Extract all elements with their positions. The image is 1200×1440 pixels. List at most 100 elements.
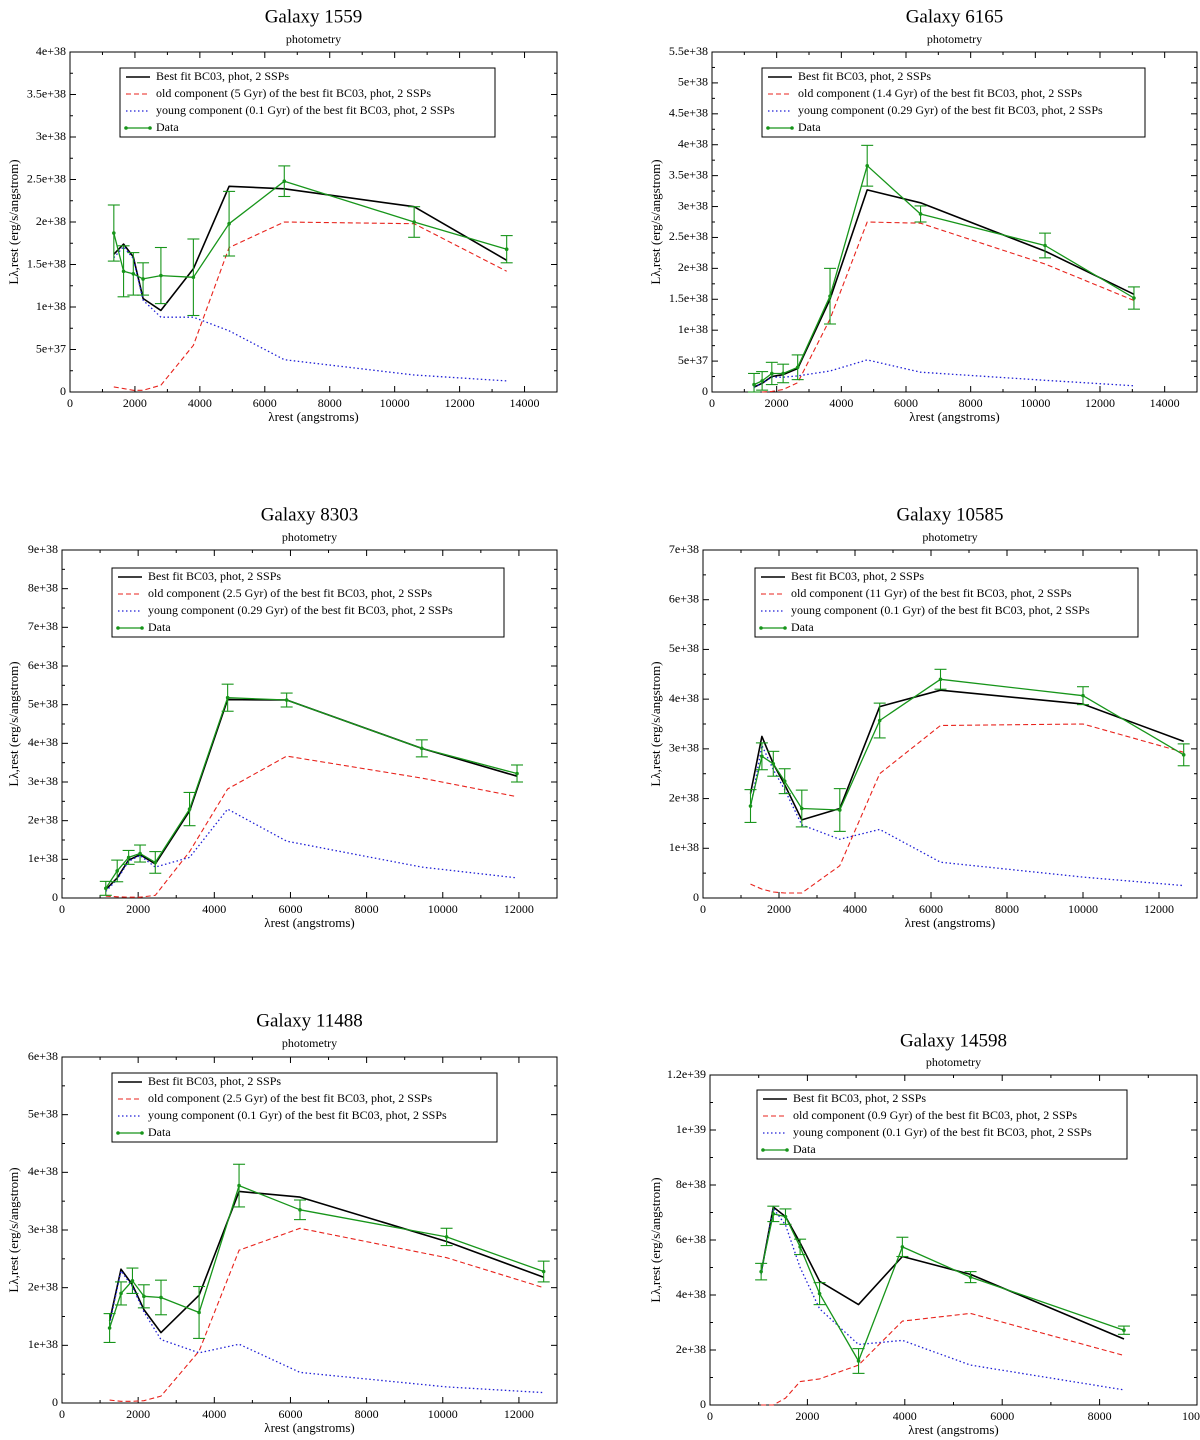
x-tick-label: 0 xyxy=(67,396,73,410)
data-point xyxy=(107,1326,112,1330)
legend-label-data: Data xyxy=(798,120,821,134)
series-old-line xyxy=(105,755,518,898)
series-best-line xyxy=(749,689,1184,821)
legend-box xyxy=(761,67,1146,138)
y-tick-label: 5e+38 xyxy=(678,75,708,89)
x-tick-label: 8000 xyxy=(995,902,1019,916)
x-tick-label: 10000 xyxy=(428,1407,458,1421)
y-tick-label: 1e+38 xyxy=(28,851,58,865)
data-point xyxy=(191,275,196,280)
legend: Best fit BC03, phot, 2 SSPs old component… xyxy=(111,1072,498,1143)
data-point xyxy=(760,379,764,383)
data-point xyxy=(121,269,126,274)
data-point xyxy=(197,1310,201,1315)
chart-panel-3: Galaxy 8303 photometry 0 2000 4000 6000 8000 10… xyxy=(6,504,558,930)
series-data-line xyxy=(749,678,1185,811)
series-best-line xyxy=(113,185,508,312)
legend-box xyxy=(756,1089,1128,1160)
y-tick-label: 1.5e+38 xyxy=(27,256,66,270)
series-best-line xyxy=(105,698,518,891)
data-point xyxy=(115,869,120,873)
data-point xyxy=(412,220,416,224)
x-axis-label: λrest (angstroms) xyxy=(268,409,358,424)
data-point xyxy=(420,746,424,751)
y-tick-label: 9e+38 xyxy=(28,542,58,556)
chart-title: Galaxy 11488 xyxy=(256,1010,362,1031)
x-tick-label: 6000 xyxy=(919,902,943,916)
y-tick-label: 1e+38 xyxy=(36,299,66,313)
data-point xyxy=(225,695,230,700)
y-tick-label: 5e+37 xyxy=(678,353,708,367)
data-point xyxy=(800,806,804,811)
series-young-line xyxy=(113,246,507,382)
x-tick-label: 6000 xyxy=(253,396,277,410)
x-tick-label: 14000 xyxy=(510,396,540,410)
series-young-line xyxy=(753,359,1135,388)
series-young-line xyxy=(749,744,1184,887)
series-young-line xyxy=(105,808,518,892)
legend-marker xyxy=(140,1131,144,1135)
series-data-line xyxy=(753,165,1135,386)
y-tick-label: 3e+38 xyxy=(36,129,66,143)
data-point xyxy=(444,1235,449,1239)
legend-label-old: old component (2.5 Gyr) of the best fit … xyxy=(148,586,432,600)
x-axis-label: λrest (angstroms) xyxy=(264,1420,354,1435)
x-tick-label: 0 xyxy=(59,1407,65,1421)
y-tick-label: 3e+38 xyxy=(28,1222,58,1236)
series-data-line xyxy=(113,180,507,280)
x-tick-label: 12000 xyxy=(504,1407,534,1421)
x-tick-label: 4000 xyxy=(893,1409,917,1423)
legend-label-old: old component (0.9 Gyr) of the best fit … xyxy=(793,1108,1077,1122)
x-tick-label: 4000 xyxy=(202,1407,226,1421)
y-axis-label: Lλ,rest (erg/s/angstrom) xyxy=(6,1167,21,1292)
data-point xyxy=(938,677,943,682)
data-point xyxy=(900,1245,905,1249)
legend: Best fit BC03, phot, 2 SSPs old component… xyxy=(761,67,1146,138)
y-tick-label: 5e+38 xyxy=(669,641,699,655)
data-point xyxy=(126,855,131,860)
chart-subtitle: photometry xyxy=(282,530,337,544)
y-tick-label: 0 xyxy=(702,384,708,398)
y-tick-label: 3e+38 xyxy=(28,774,58,788)
y-tick-label: 4e+38 xyxy=(36,44,66,58)
data-point xyxy=(795,365,800,370)
y-tick-label: 6e+38 xyxy=(28,1049,58,1063)
data-point xyxy=(838,808,842,812)
chart-panel-4: Galaxy 10585 photometry 0 2000 4000 6000 8000 1… xyxy=(648,504,1198,930)
x-tick-label: 4000 xyxy=(829,396,853,410)
data-point xyxy=(1181,753,1186,757)
legend-marker xyxy=(783,626,787,630)
y-tick-label: 2.5e+38 xyxy=(27,171,66,185)
y-axis-label: Lλ,rest (erg/s/angstrom) xyxy=(648,661,663,786)
data-point xyxy=(783,1214,788,1219)
x-tick-label: 4000 xyxy=(843,902,867,916)
series-best-line xyxy=(760,1206,1125,1340)
y-tick-label: 6e+38 xyxy=(669,591,699,605)
y-tick-label: 1e+39 xyxy=(676,1122,706,1136)
y-tick-label: 3.5e+38 xyxy=(669,167,708,181)
y-tick-label: 1e+38 xyxy=(28,1337,58,1351)
x-tick-label: 14000 xyxy=(1150,396,1180,410)
data-point xyxy=(770,371,774,376)
data-point xyxy=(298,1208,302,1212)
x-tick-label: 6000 xyxy=(278,1407,302,1421)
data-point xyxy=(856,1359,861,1363)
y-tick-label: 0 xyxy=(52,1395,58,1409)
legend-marker xyxy=(785,1148,789,1152)
x-tick-label: 8000 xyxy=(355,902,379,916)
legend-label-data: Data xyxy=(148,1125,171,1139)
legend-marker xyxy=(116,1131,120,1135)
y-tick-label: 3.5e+38 xyxy=(27,86,66,100)
data-point xyxy=(141,277,145,281)
legend-marker xyxy=(790,126,794,130)
legend: Best fit BC03, phot, 2 SSPs old component… xyxy=(756,1089,1128,1160)
y-tick-label: 2e+38 xyxy=(28,1279,58,1293)
data-point xyxy=(1132,296,1136,300)
x-tick-label: 10000 xyxy=(380,396,410,410)
legend-label-best: Best fit BC03, phot, 2 SSPs xyxy=(798,69,931,83)
data-point xyxy=(187,807,192,811)
data-point xyxy=(284,698,289,702)
x-tick-label: 6000 xyxy=(278,902,302,916)
legend-label-best: Best fit BC03, phot, 2 SSPs xyxy=(793,1091,926,1105)
y-tick-label: 7e+38 xyxy=(28,619,58,633)
